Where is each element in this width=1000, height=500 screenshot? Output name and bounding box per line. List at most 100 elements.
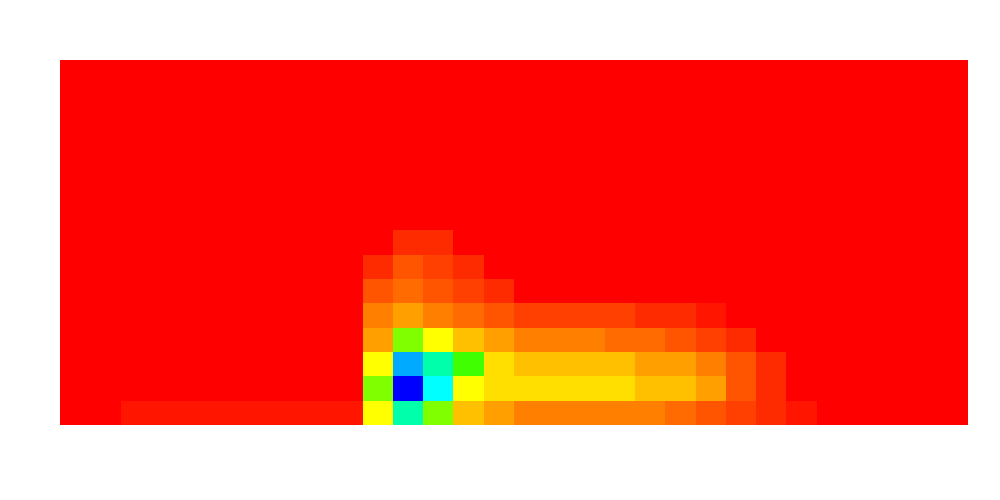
heat-cell xyxy=(544,255,575,280)
heat-cell xyxy=(151,60,182,85)
heat-cell xyxy=(211,255,242,280)
heat-cell xyxy=(181,303,212,328)
heat-cell xyxy=(302,109,333,134)
heat-cell xyxy=(907,303,938,328)
heat-cell xyxy=(181,279,212,304)
heat-cell xyxy=(938,255,968,280)
heat-cell xyxy=(272,109,303,134)
heat-cell xyxy=(514,157,545,182)
heat-cell xyxy=(938,401,968,425)
heat-cell xyxy=(151,303,182,328)
heat-cell xyxy=(423,84,454,109)
heat-cell xyxy=(847,303,878,328)
heat-cell xyxy=(877,157,908,182)
heat-cell xyxy=(726,328,757,353)
heat-cell xyxy=(726,60,757,85)
heat-cell xyxy=(907,133,938,158)
heat-cell xyxy=(121,182,152,207)
heat-cell xyxy=(665,352,696,377)
heat-cell xyxy=(272,182,303,207)
heat-cell xyxy=(393,255,424,280)
heat-cell xyxy=(332,157,363,182)
heat-cell xyxy=(756,279,787,304)
heat-cell xyxy=(484,182,515,207)
heat-cell xyxy=(514,84,545,109)
heat-cell xyxy=(484,255,515,280)
heat-cell xyxy=(272,328,303,353)
heat-cell xyxy=(302,157,333,182)
heat-cell xyxy=(877,279,908,304)
heat-cell xyxy=(817,157,848,182)
heat-cell xyxy=(726,133,757,158)
heat-cell xyxy=(484,109,515,134)
heat-cell xyxy=(756,182,787,207)
heat-cell xyxy=(60,255,91,280)
heat-cell xyxy=(60,84,91,109)
heat-cell xyxy=(877,230,908,255)
heat-cell xyxy=(817,255,848,280)
heat-cell xyxy=(393,352,424,377)
heat-cell xyxy=(514,206,545,231)
heat-cell xyxy=(151,206,182,231)
heat-cell xyxy=(847,133,878,158)
heat-cell xyxy=(272,133,303,158)
heat-cell xyxy=(665,109,696,134)
heat-cell xyxy=(635,133,666,158)
heat-cell xyxy=(756,352,787,377)
heat-cell xyxy=(696,84,727,109)
heat-cell xyxy=(635,157,666,182)
heat-cell xyxy=(907,84,938,109)
heat-cell xyxy=(181,352,212,377)
heat-cell xyxy=(302,182,333,207)
heat-cell xyxy=(847,279,878,304)
heat-cell xyxy=(211,206,242,231)
heat-cell xyxy=(272,84,303,109)
heat-cell xyxy=(756,255,787,280)
heat-cell xyxy=(907,109,938,134)
heat-cell xyxy=(332,133,363,158)
heat-cell xyxy=(423,182,454,207)
heat-cell xyxy=(544,133,575,158)
heat-cell xyxy=(786,133,817,158)
heat-cell xyxy=(332,376,363,401)
heat-cell xyxy=(484,352,515,377)
heat-cell xyxy=(242,60,273,85)
heat-cell xyxy=(575,206,606,231)
heat-cell xyxy=(635,376,666,401)
heat-cell xyxy=(575,133,606,158)
heat-cell xyxy=(211,60,242,85)
heat-cell xyxy=(211,303,242,328)
heat-cell xyxy=(544,157,575,182)
heat-cell xyxy=(302,303,333,328)
heat-cell xyxy=(575,84,606,109)
heat-cell xyxy=(544,206,575,231)
heat-cell xyxy=(847,109,878,134)
heat-cell xyxy=(938,84,968,109)
heat-cell xyxy=(847,60,878,85)
heat-cell xyxy=(514,352,545,377)
heat-cell xyxy=(393,84,424,109)
heat-cell xyxy=(726,109,757,134)
heat-cell xyxy=(514,182,545,207)
heat-cell xyxy=(635,206,666,231)
heat-cell xyxy=(393,401,424,425)
heat-cell xyxy=(211,401,242,425)
heat-cell xyxy=(635,255,666,280)
heat-cell xyxy=(635,401,666,425)
heat-cell xyxy=(938,279,968,304)
heat-cell xyxy=(423,206,454,231)
heat-cell xyxy=(877,133,908,158)
heat-cell xyxy=(211,376,242,401)
heat-cell xyxy=(272,230,303,255)
heat-cell xyxy=(938,182,968,207)
heat-cell xyxy=(90,303,121,328)
heat-cell xyxy=(786,157,817,182)
heat-cell xyxy=(363,109,394,134)
heat-cell xyxy=(938,133,968,158)
heat-cell xyxy=(211,328,242,353)
heat-cell xyxy=(181,84,212,109)
heat-cell xyxy=(696,157,727,182)
heat-cell xyxy=(90,376,121,401)
heat-cell xyxy=(665,376,696,401)
heat-cell xyxy=(121,376,152,401)
